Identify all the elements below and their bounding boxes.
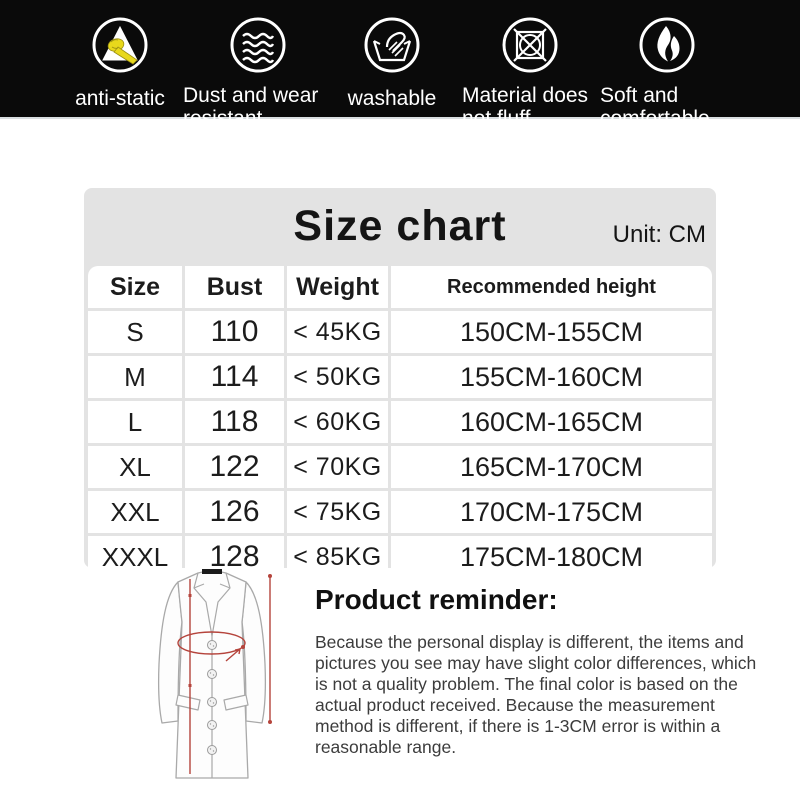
product-reminder-title: Product reminder: <box>315 584 558 615</box>
anti-static-icon <box>45 0 195 79</box>
coat-measurement-illustration <box>157 569 272 779</box>
table-cell: L <box>88 401 182 443</box>
table-cell: 128 <box>185 536 284 578</box>
table-cell: 150CM-155CM <box>391 311 712 353</box>
table-cell: 122 <box>185 446 284 488</box>
column-header-weight: Weight <box>287 266 388 308</box>
size-chart-panel: Size chart Unit: CM Size Bust Weight Rec… <box>84 188 716 578</box>
table-cell: < 85KG <box>287 536 388 578</box>
product-reminder-body: Because the personal display is differen… <box>315 632 757 757</box>
feature-no-fluff: Material does not fluff <box>462 0 598 130</box>
table-cell: XXL <box>88 491 182 533</box>
feature-wear-resistant: Dust and wear resistant <box>183 0 333 130</box>
feature-label: Material does not fluff <box>462 84 589 130</box>
table-cell: XL <box>88 446 182 488</box>
table-cell: 170CM-175CM <box>391 491 712 533</box>
feature-label: washable <box>347 87 437 110</box>
feature-label: anti-static <box>75 87 165 110</box>
table-cell: 155CM-160CM <box>391 356 712 398</box>
feature-anti-static: anti-static <box>45 0 195 110</box>
feature-label: Dust and wear resistant <box>183 84 319 130</box>
table-cell: < 50KG <box>287 356 388 398</box>
unit-label: Unit: CM <box>612 221 706 248</box>
table-cell: 118 <box>185 401 284 443</box>
table-cell: XXXL <box>88 536 182 578</box>
table-cell: 126 <box>185 491 284 533</box>
table-cell: < 70KG <box>287 446 388 488</box>
table-cell: 160CM-165CM <box>391 401 712 443</box>
column-header-height: Recommended height <box>391 266 712 308</box>
table-cell: 114 <box>185 356 284 398</box>
table-cell: 110 <box>185 311 284 353</box>
washable-icon <box>330 0 454 79</box>
table-cell: 175CM-180CM <box>391 536 712 578</box>
table-cell: < 45KG <box>287 311 388 353</box>
column-header-bust: Bust <box>185 266 284 308</box>
measurement-lines <box>177 576 271 774</box>
no-fluff-icon <box>462 0 598 79</box>
size-chart-title: Size chart <box>293 202 507 250</box>
size-table: Size Bust Weight Recommended height S 11… <box>88 266 712 578</box>
table-cell: < 75KG <box>287 491 388 533</box>
feature-banner: anti-static Dust and wear resistant <box>0 0 800 130</box>
feature-soft-comfortable: Soft and comfortable <box>600 0 734 130</box>
wear-resistant-icon <box>183 0 333 79</box>
feature-washable: washable <box>330 0 454 110</box>
table-cell: < 60KG <box>287 401 388 443</box>
soft-comfortable-icon <box>600 0 734 79</box>
collar-bar <box>202 569 222 574</box>
column-header-size: Size <box>88 266 182 308</box>
table-cell: M <box>88 356 182 398</box>
feature-label: Soft and comfortable <box>600 84 710 130</box>
table-cell: 165CM-170CM <box>391 446 712 488</box>
table-cell: S <box>88 311 182 353</box>
